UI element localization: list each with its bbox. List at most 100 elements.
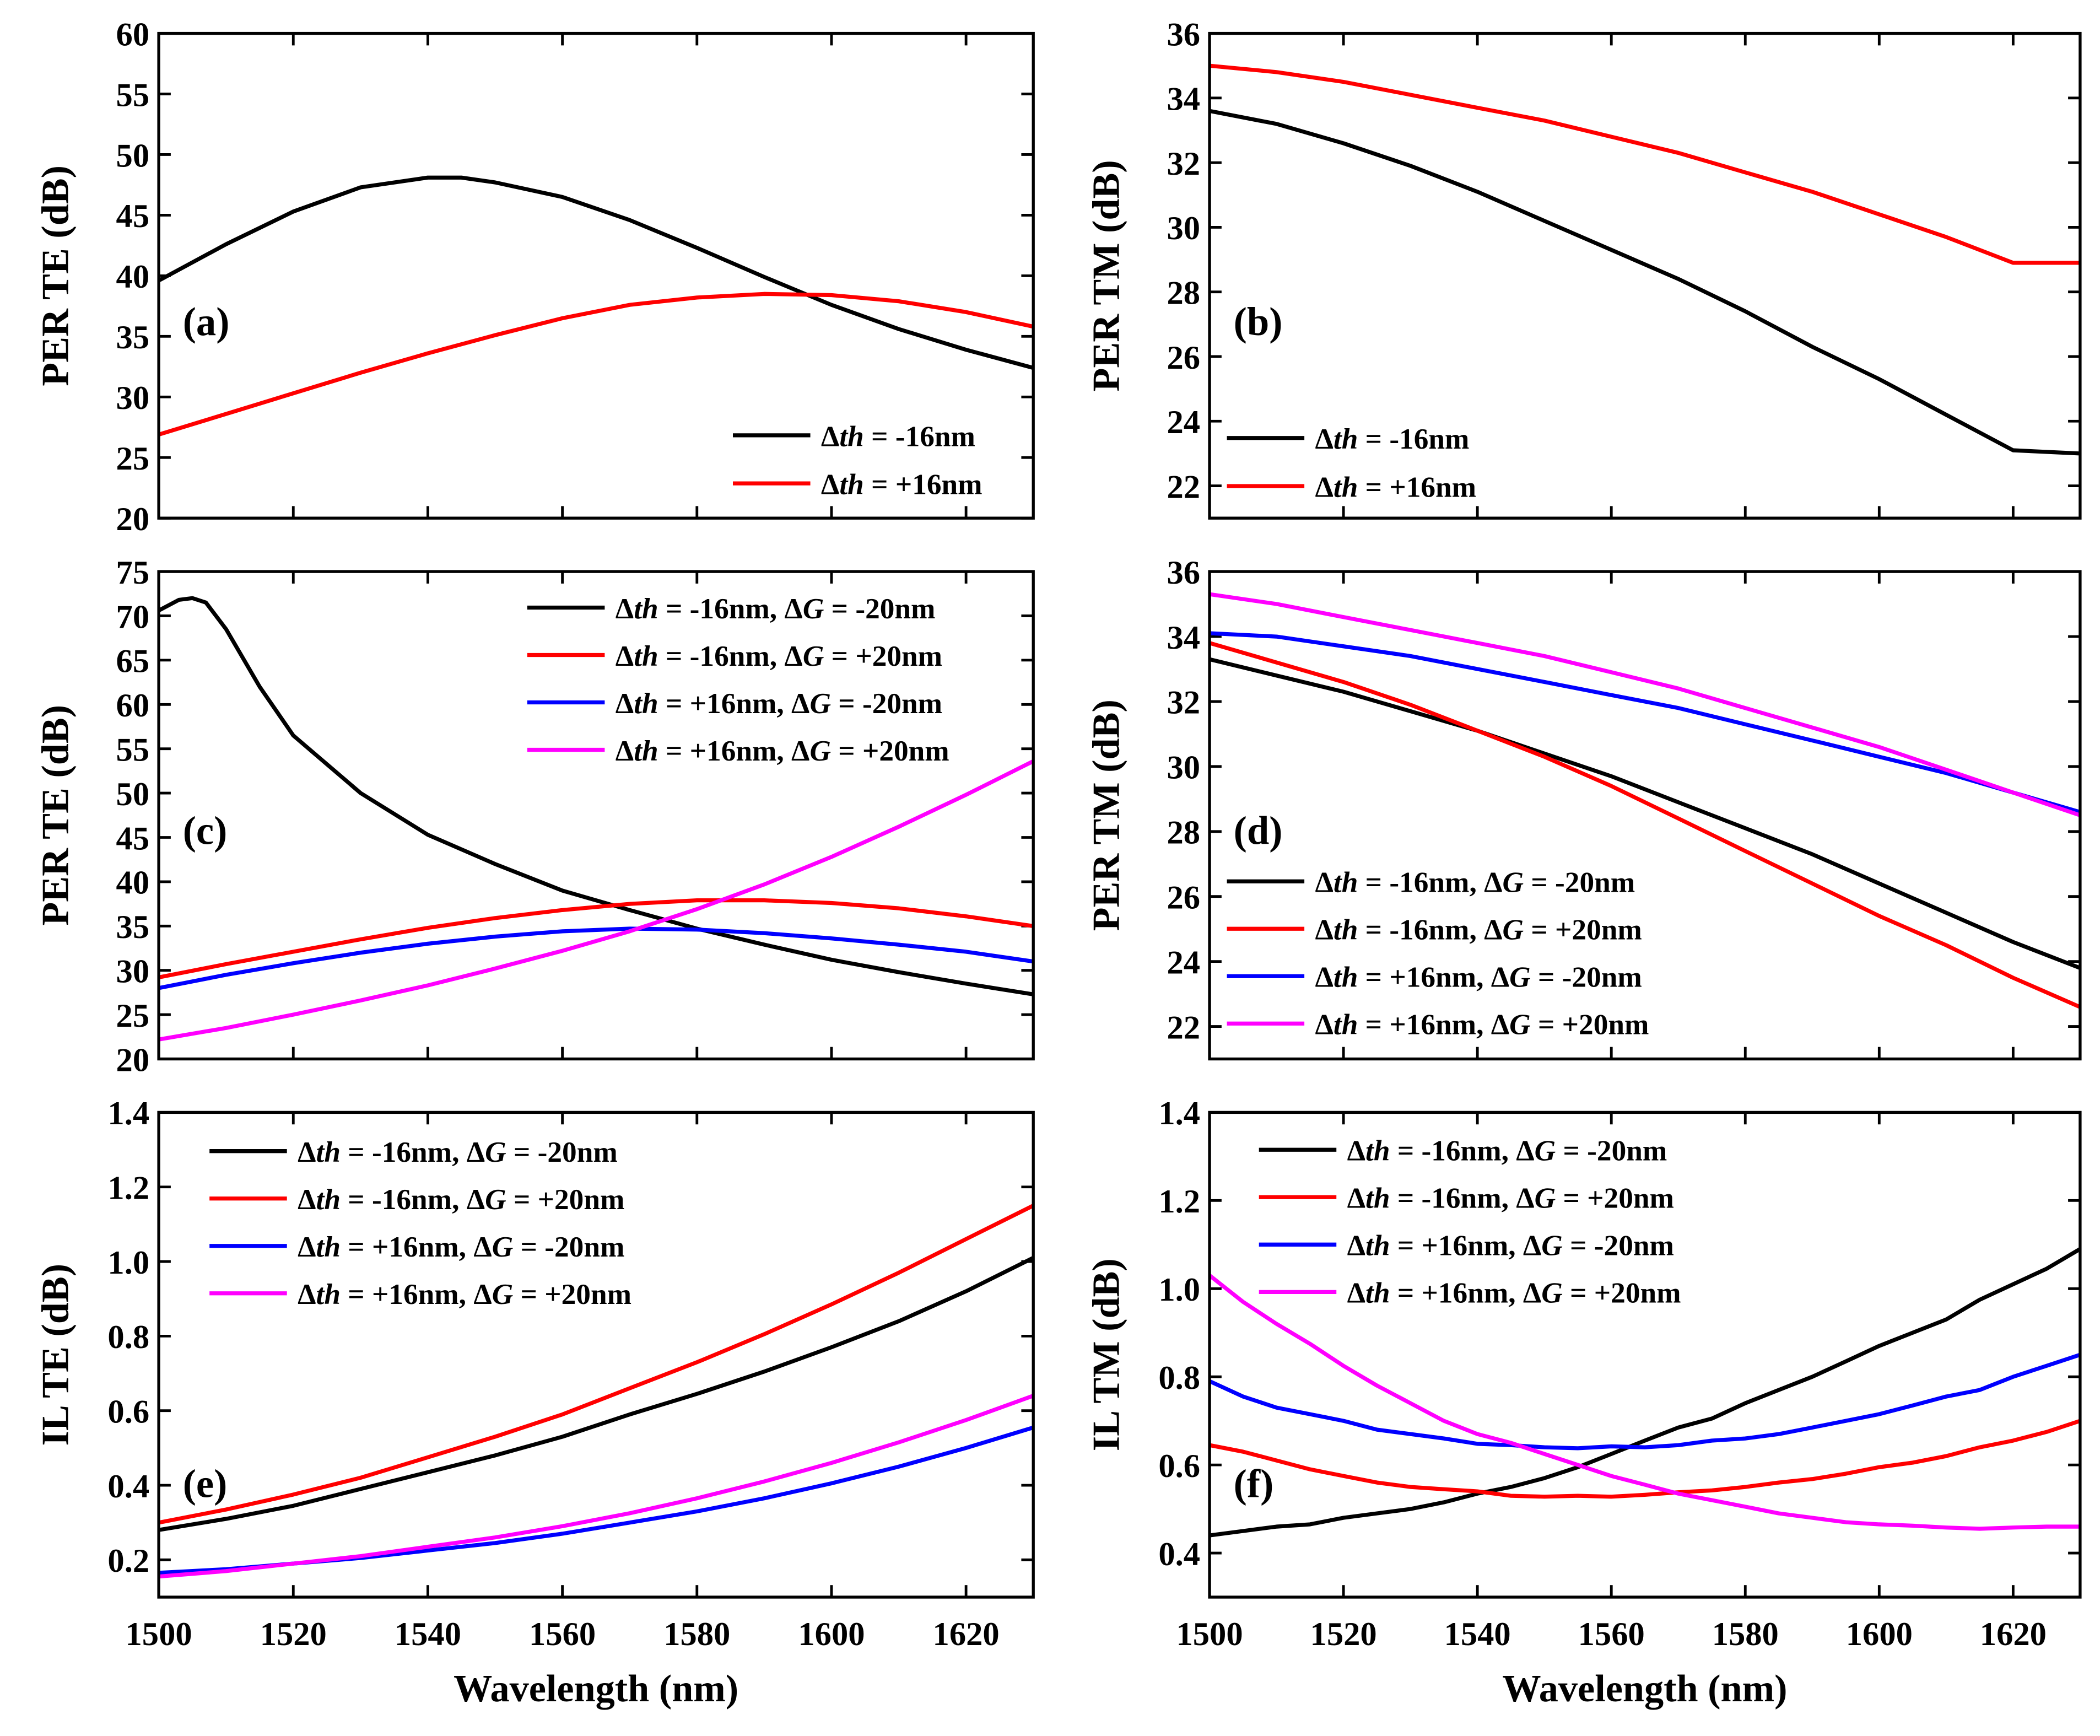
legend-text-part: = -16nm,: [341, 1136, 467, 1168]
legend-text-part: Δ: [1516, 1182, 1534, 1215]
series-line-3: [159, 926, 1034, 990]
legend-text-part: Δ: [1347, 1135, 1365, 1167]
series-line-2: [159, 292, 1034, 437]
legend-text-part: Δ: [616, 735, 634, 767]
legend-text-part: G: [485, 1183, 506, 1216]
series-line-1: [1210, 109, 2080, 456]
y-tick-label: 36: [1167, 16, 1201, 53]
series-line-1: [1210, 657, 2080, 971]
legend-text-part: Δ: [467, 1136, 485, 1168]
x-tick-label: 1600: [1846, 1616, 1913, 1653]
x-tick-label: 1580: [1712, 1616, 1779, 1653]
y-tick-label: 1.4: [1158, 1095, 1200, 1132]
legend-entry: Δth = -16nm: [1315, 423, 1469, 455]
x-tick-label: 1500: [1176, 1616, 1243, 1653]
legend-text-part: = -16nm,: [1358, 866, 1484, 899]
legend-text-part: G: [1541, 1277, 1563, 1309]
y-tick-label: 24: [1167, 944, 1201, 981]
y-tick-label: 22: [1167, 468, 1201, 505]
panel-f: 0.4 0.6 0.8 1.0 1.2 1.4 1500 1520 1540 1560 1580 16…: [1084, 1095, 2082, 1710]
legend-text-part: = -20nm: [513, 1231, 624, 1263]
y-tick-label: 28: [1167, 274, 1201, 311]
legend-text-part: = +16nm: [1358, 471, 1476, 503]
legend-text-part: Δ: [298, 1231, 316, 1263]
legend-entry: Δth = -16nm, ΔG = -20nm: [1347, 1135, 1667, 1167]
legend-text-part: Δ: [473, 1278, 492, 1311]
y-tick-label: 34: [1167, 81, 1201, 118]
legend-text-part: Δ: [298, 1183, 316, 1216]
legend-text-part: Δ: [1315, 961, 1333, 994]
legend-text-part: = +20nm: [1563, 1277, 1681, 1309]
legend-text-part: Δ: [1347, 1277, 1365, 1309]
legend-text-part: G: [803, 640, 824, 672]
y-tick-label: 1.0: [1158, 1271, 1200, 1308]
y-tick-label: 25: [116, 998, 150, 1034]
legend-text-part: Δ: [1315, 471, 1333, 503]
panel-label: (a): [183, 299, 230, 344]
x-tick-label: 1600: [798, 1616, 865, 1653]
y-tick-label: 0.2: [107, 1543, 149, 1579]
y-tick-label: 36: [1167, 554, 1201, 591]
legend-text-part: G: [809, 687, 831, 720]
legend-text-part: th: [316, 1136, 341, 1168]
series-line-2: [1210, 1419, 2080, 1499]
legend-text-part: Δ: [1315, 914, 1333, 946]
legend-entry: Δth = +16nm, ΔG = -20nm: [1315, 961, 1642, 994]
y-tick-label: 75: [116, 554, 150, 591]
x-tick-label: 1580: [663, 1616, 730, 1653]
y-tick-label: 55: [116, 731, 150, 768]
legend-text-part: Δ: [1484, 866, 1502, 899]
legend-text-part: = -16nm: [1358, 423, 1469, 455]
legend-text-part: G: [1509, 1009, 1531, 1041]
plot-frame: [1208, 31, 2082, 520]
legend-text-part: Δ: [298, 1136, 316, 1168]
y-tick-label: 60: [116, 687, 150, 724]
plot-frame: [1208, 1110, 2082, 1599]
legend-entry: Δth = +16nm: [1315, 471, 1476, 503]
legend-text-part: = +16nm,: [341, 1278, 473, 1311]
plot-frame: [157, 1110, 1035, 1599]
series-line-2: [1210, 641, 2080, 1009]
legend-text-part: Δ: [1484, 914, 1502, 946]
legend-text-part: th: [839, 468, 863, 501]
y-tick-label: 65: [116, 643, 150, 680]
legend-text-part: th: [316, 1231, 341, 1263]
legend-text-part: Δ: [1347, 1182, 1365, 1215]
y-axis-label: IL TE (dB): [34, 1264, 77, 1446]
legend-entry: Δth = -16nm, ΔG = +20nm: [616, 640, 942, 672]
legend-text-part: Δ: [616, 592, 634, 625]
plot-frame: [157, 31, 1035, 520]
legend-text-part: G: [485, 1136, 506, 1168]
panel-label: (d): [1234, 808, 1283, 853]
legend-entry: Δth = +16nm, ΔG = +20nm: [1347, 1277, 1681, 1309]
legend-text-part: th: [316, 1278, 341, 1311]
y-tick-label: 1.0: [107, 1244, 149, 1281]
series-line-1: [159, 596, 1034, 996]
x-tick-label: 1620: [1980, 1616, 2047, 1653]
legend-text-part: = +16nm,: [658, 735, 791, 767]
legend-text-part: th: [1334, 961, 1358, 994]
legend-text-part: Δ: [791, 735, 809, 767]
panel-c: 20 25 30 35 40 45 50 55 60 65 70 75 PER TE (dB) (c) Δt…: [34, 554, 1035, 1079]
series-line-4: [159, 1393, 1034, 1579]
y-tick-label: 22: [1167, 1009, 1201, 1046]
legend-text-part: = +20nm: [513, 1278, 631, 1311]
legend-text-part: th: [1334, 1009, 1358, 1041]
plot-frame: [1208, 570, 2082, 1061]
y-tick-label: 1.2: [107, 1170, 149, 1207]
series-line-3: [159, 1425, 1034, 1575]
legend-text-part: th: [634, 640, 658, 672]
legend-entry: Δth = +16nm, ΔG = -20nm: [1347, 1230, 1674, 1262]
y-tick-label: 0.8: [107, 1319, 149, 1356]
legend-text-part: = -16nm,: [1358, 914, 1484, 946]
x-tick-label: 1560: [1578, 1616, 1645, 1653]
y-tick-label: 20: [116, 501, 150, 538]
legend-text-part: = +20nm: [1524, 914, 1642, 946]
y-axis-label: PER TE (dB): [34, 165, 77, 386]
y-tick-label: 45: [116, 820, 150, 857]
legend-entry: Δth = -16nm, ΔG = -20nm: [1315, 866, 1635, 899]
series-line-1: [1210, 1247, 2080, 1538]
x-axis-label: Wavelength (nm): [1502, 1667, 1787, 1710]
